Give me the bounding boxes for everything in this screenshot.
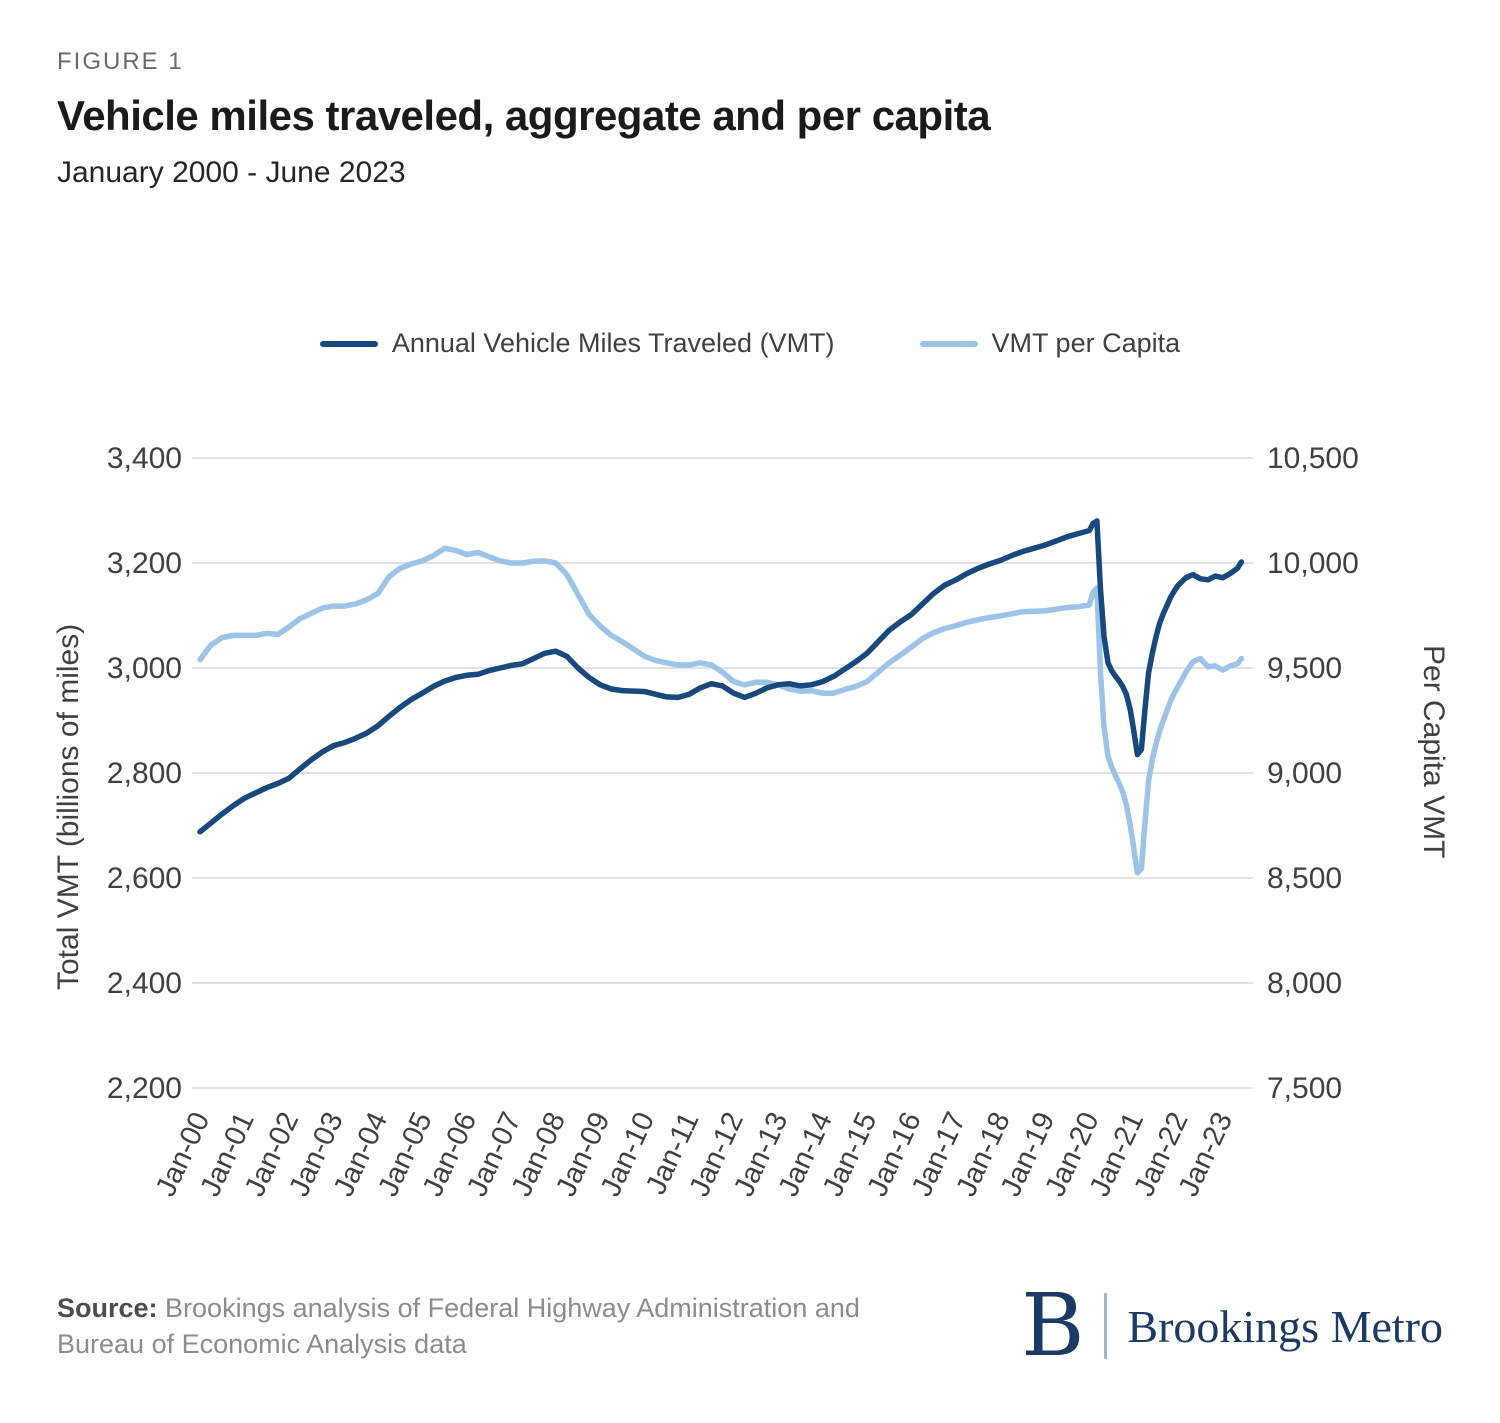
line-chart: 3,400 3,200 3,000 2,800 2,600 2,400 2,200 10,5… [0, 420, 1500, 1260]
series-lines [197, 518, 1245, 876]
legend-item-total-vmt: Annual Vehicle Miles Traveled (VMT) [319, 328, 835, 359]
source-text: Brookings analysis of Federal Highway Ad… [57, 1293, 860, 1360]
figure-number-label: FIGURE 1 [57, 48, 184, 75]
logo-divider [1104, 1293, 1108, 1359]
total-vmt-line-swatch [319, 340, 378, 347]
right-axis-tick-label: 10,500 [1267, 442, 1359, 475]
date-range-subtitle: January 2000 - June 2023 [57, 156, 406, 189]
right-axis-title: Per Capita VMT [1417, 645, 1450, 859]
left-axis-tick-label: 2,200 [107, 1072, 182, 1105]
left-axis-tick-label: 3,000 [107, 652, 182, 685]
right-axis-tick-labels: 10,500 10,000 9,500 9,000 8,500 8,000 7,500 [1267, 442, 1359, 1105]
x-axis-tick-labels: Jan-00Jan-01Jan-02Jan-03Jan-04Jan-05Jan-… [150, 1107, 1239, 1201]
left-axis-tick-label: 2,600 [107, 862, 182, 895]
per-capita-line-swatch [919, 340, 978, 347]
right-axis-tick-label: 8,000 [1267, 967, 1342, 1000]
legend-label-per-capita: VMT per Capita [991, 328, 1181, 358]
brookings-b-icon: B [1021, 1276, 1085, 1376]
left-axis-tick-label: 2,800 [107, 757, 182, 790]
brookings-metro-wordmark: Brookings Metro [1127, 1300, 1443, 1352]
left-axis-tick-label: 3,400 [107, 442, 182, 475]
series-line-per-capita [197, 545, 1245, 876]
left-axis-tick-label: 2,400 [107, 967, 182, 1000]
right-axis-tick-label: 8,500 [1267, 862, 1342, 895]
right-axis-tick-label: 7,500 [1267, 1072, 1342, 1105]
right-axis-tick-label: 10,000 [1267, 547, 1359, 580]
right-axis-tick-label: 9,500 [1267, 652, 1342, 685]
gridlines [192, 457, 1253, 1089]
left-axis-title: Total VMT (billions of miles) [52, 623, 85, 990]
chart-legend: Annual Vehicle Miles Traveled (VMT) VMT … [0, 328, 1500, 359]
left-axis-tick-labels: 3,400 3,200 3,000 2,800 2,600 2,400 2,200 [107, 442, 182, 1105]
legend-label-total-vmt: Annual Vehicle Miles Traveled (VMT) [391, 328, 835, 358]
figure-header: FIGURE 1 Vehicle miles traveled, aggrega… [57, 48, 991, 190]
right-axis-tick-label: 9,000 [1267, 757, 1342, 790]
legend-item-per-capita: VMT per Capita [919, 328, 1181, 359]
source-note: Source: Brookings analysis of Federal Hi… [57, 1290, 907, 1363]
page-title: Vehicle miles traveled, aggregate and pe… [57, 92, 991, 139]
brookings-metro-logo: B Brookings Metro [948, 1278, 1443, 1374]
series-line-total-vmt [197, 518, 1245, 835]
source-label: Source: [57, 1293, 158, 1323]
chart-canvas: 3,400 3,200 3,000 2,800 2,600 2,400 2,200 10,5… [107, 442, 1359, 1201]
left-axis-tick-label: 3,200 [107, 547, 182, 580]
